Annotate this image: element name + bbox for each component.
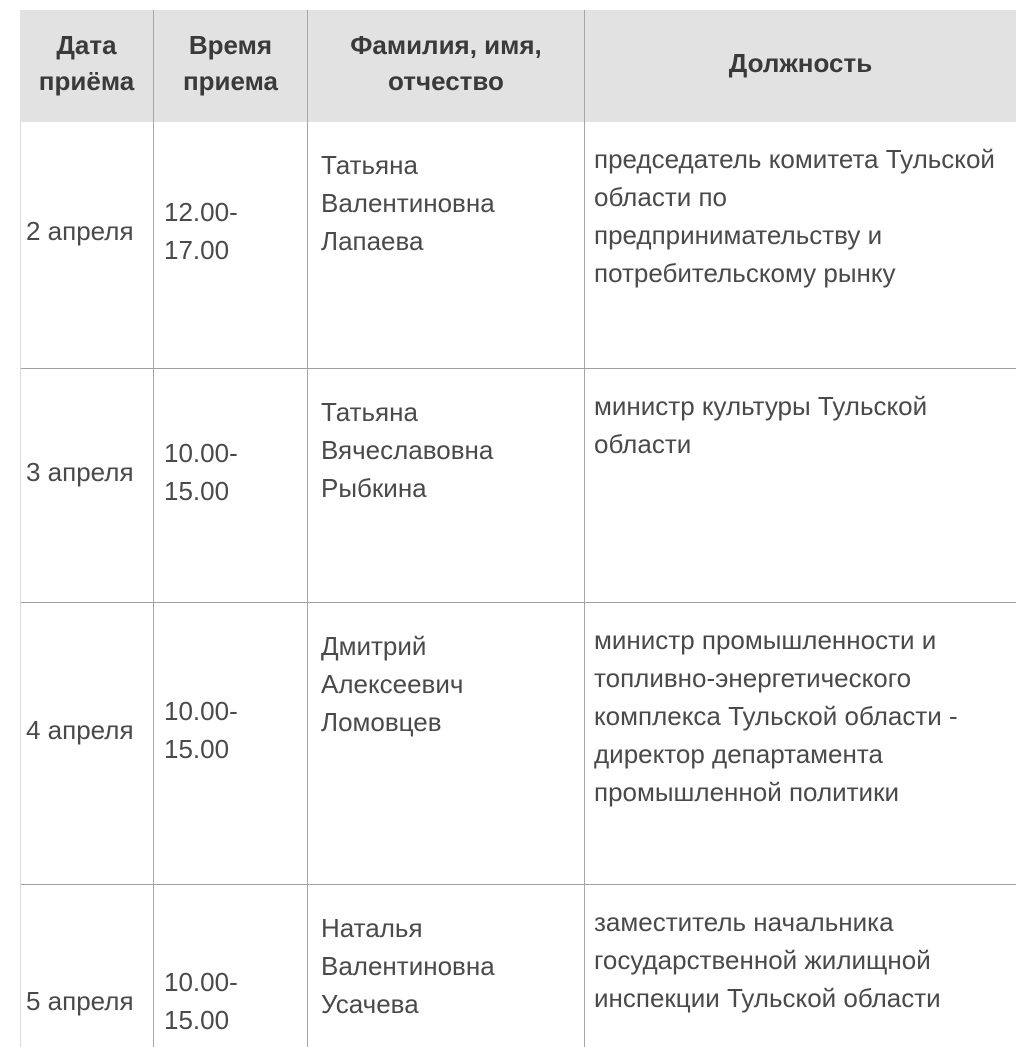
date-cell: 2 апреля [21,122,154,368]
position-cell: председатель комитета Тульской области п… [594,144,995,288]
header-name: Фамилия, имя, отчество [308,10,585,122]
table-row: 2 апреля 12.00- 17.00 Татьяна Валентинов… [21,122,1016,368]
date-cell: 4 апреля [21,603,154,884]
table-header-row: Дата приёма Время приема Фамилия, имя, о… [20,10,1016,122]
date-cell: 3 апреля [21,369,154,602]
header-time: Время приема [154,10,308,122]
table-row: 3 апреля 10.00- 15.00 Татьяна Вячеславов… [21,368,1016,602]
table-body: 2 апреля 12.00- 17.00 Татьяна Валентинов… [20,122,1016,1047]
table-row: 4 апреля 10.00- 15.00 Дмитрий Алексеевич… [21,602,1016,884]
time-cell: 10.00- 15.00 [154,603,308,884]
table-row: 5 апреля 10.00- 15.00 Наталья Валентинов… [21,884,1016,1047]
position-cell: министр культуры Тульской области [594,391,928,459]
name-cell: Дмитрий Алексеевич Ломовцев [308,603,585,884]
name-cell: Татьяна Вячеславовна Рыбкина [308,369,585,602]
time-cell: 10.00- 15.00 [154,885,308,1047]
reception-schedule-table: Дата приёма Время приема Фамилия, имя, о… [20,10,1016,1047]
header-date: Дата приёма [20,10,154,122]
position-cell: министр промышленности и топливно-энерге… [594,625,958,807]
name-cell: Наталья Валентиновна Усачева [308,885,585,1047]
header-position: Должность [728,48,873,78]
position-cell: заместитель начальника государственной ж… [594,907,941,1013]
time-cell: 10.00- 15.00 [154,369,308,602]
date-cell: 5 апреля [21,885,154,1047]
name-cell: Татьяна Валентиновна Лапаева [308,122,585,368]
time-cell: 12.00- 17.00 [154,122,308,368]
